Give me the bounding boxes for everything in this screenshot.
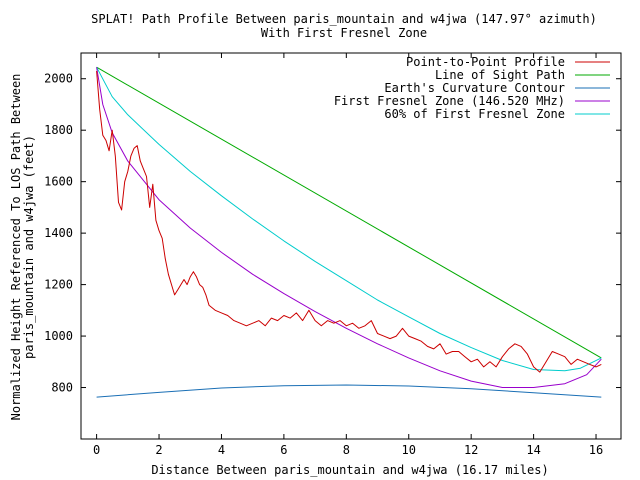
- chart-subtitle: With First Fresnel Zone: [261, 26, 427, 40]
- series-line-0: [96, 70, 602, 373]
- series-line-4: [96, 66, 602, 372]
- x-tick-label: 12: [464, 443, 478, 457]
- legend-label: Point-to-Point Profile: [406, 55, 565, 69]
- x-axis-label: Distance Between paris_mountain and w4jw…: [151, 463, 548, 477]
- y-axis: 800 1000 1200 1400 1600 1800 2000: [44, 72, 621, 395]
- y-tick-label: 2000: [44, 72, 73, 86]
- legend-label: Line of Sight Path: [435, 68, 565, 82]
- legend-label: Earth's Curvature Contour: [384, 81, 565, 95]
- y-axis-label-line-1: Normalized Height Referenced To LOS Path…: [9, 74, 23, 421]
- y-axis-label-line-2: paris_mountain and w4jwa (feet): [22, 135, 36, 359]
- y-tick-label: 1600: [44, 175, 73, 189]
- y-tick-label: 800: [51, 381, 73, 395]
- y-tick-label: 1800: [44, 123, 73, 137]
- x-tick-label: 16: [589, 443, 603, 457]
- y-tick-label: 1000: [44, 329, 73, 343]
- y-tick-label: 1400: [44, 226, 73, 240]
- legend-label: 60% of First Fresnel Zone: [384, 107, 565, 121]
- series-line-2: [96, 384, 602, 398]
- y-tick-label: 1200: [44, 278, 73, 292]
- x-tick-label: 14: [526, 443, 540, 457]
- x-axis: 0 2 4 6 8 10 12 14 16: [93, 53, 603, 457]
- legend-label: First Fresnel Zone (146.520 MHz): [334, 94, 565, 108]
- series-line-3: [96, 67, 602, 388]
- series-layer: [96, 66, 602, 398]
- chart-title: SPLAT! Path Profile Between paris_mounta…: [91, 12, 597, 26]
- x-tick-label: 0: [93, 443, 100, 457]
- x-tick-label: 10: [402, 443, 416, 457]
- y-axis-label: Normalized Height Referenced To LOS Path…: [9, 74, 36, 421]
- x-tick-label: 8: [343, 443, 350, 457]
- x-tick-label: 4: [218, 443, 225, 457]
- series-line-1: [96, 66, 602, 359]
- x-tick-label: 6: [280, 443, 287, 457]
- plot-frame: [80, 52, 622, 440]
- x-tick-label: 2: [155, 443, 162, 457]
